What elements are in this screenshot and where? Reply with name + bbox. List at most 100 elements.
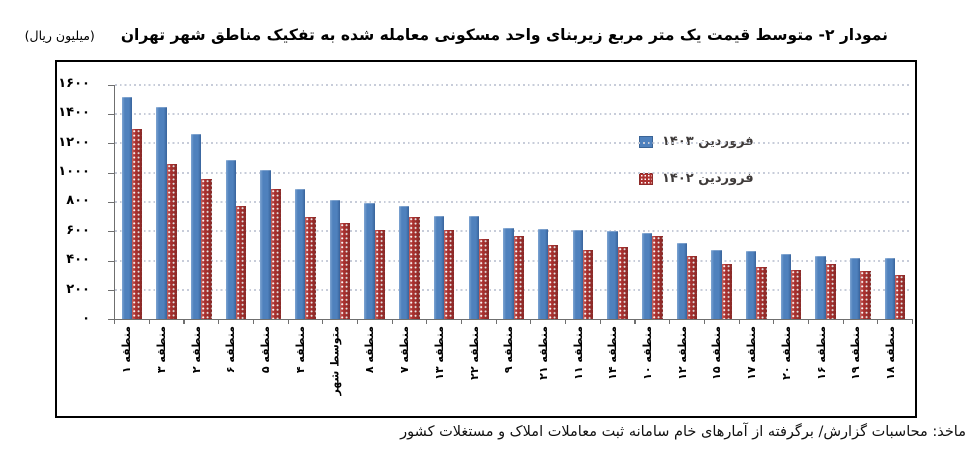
bar-1402 [617,246,628,320]
gridline [115,142,912,145]
gridline [115,83,912,86]
bar-1403 [364,203,375,320]
y-axis-tick-label: ۰ [82,310,90,326]
bar-1403 [156,106,167,320]
bar-1403 [121,97,132,320]
bar-1402 [825,263,837,320]
x-axis-tick [773,319,775,325]
x-axis-tick [461,319,463,325]
bar-1402 [201,179,212,320]
bar-1403 [572,229,583,320]
x-axis-tick [912,319,914,325]
gridline [115,171,912,174]
bar-1402 [860,270,871,320]
bar-1403 [676,243,687,320]
x-axis-label: متوسط شهر [328,326,342,396]
source-note: ماخذ: محاسبات گزارش/ برگرفته از آمارهای … [400,424,966,440]
x-axis-label: منطقه ۱۷ [745,326,758,381]
chart-unit-label: (میلیون ریال) [24,28,95,43]
y-axis-tick-label: ۶۰۰ [66,222,90,238]
x-axis-line [114,319,912,321]
x-axis-label: منطقه ۴ [294,326,307,374]
x-axis-label: منطقه ۶ [224,326,238,374]
bar-1402 [166,163,177,320]
x-axis-label: منطقه ۱۶ [814,326,828,381]
x-axis-tick [530,319,532,325]
x-axis-tick [391,319,393,325]
x-axis-label: منطقه ۱۹ [849,326,863,381]
x-axis-tick [842,319,844,325]
bar-1403 [329,200,341,320]
legend-label-1403: فروردین ۱۴۰۳ [662,134,754,149]
legend-item-1403: فروردین ۱۴۰۳ [639,134,754,149]
y-axis-tick [108,113,114,115]
bar-1403 [711,250,722,320]
y-axis-tick-label: ۴۰۰ [66,252,90,268]
x-axis-tick [356,319,359,325]
bar-1403 [295,189,306,320]
bar-1403 [225,160,236,320]
gridline [115,112,912,115]
x-axis-label: منطقه ۳ [155,326,169,374]
x-axis-label: منطقه ۱۲ [675,326,689,381]
y-axis-line [114,84,116,321]
x-axis-tick [738,319,740,325]
bar-1402 [444,229,455,320]
x-axis-label: منطقه ۵ [259,326,273,374]
bar-1403 [641,232,653,320]
bar-1402 [235,206,247,320]
x-axis-label: منطقه ۱۰ [640,326,654,381]
bar-1402 [305,216,316,320]
bar-1403 [503,228,514,320]
y-axis-tick-label: ۲۰۰ [66,281,90,297]
bar-1402 [756,266,767,320]
legend-swatch-1402 [639,172,653,185]
x-axis-label: منطقه ۱۸ [883,326,897,381]
x-axis-label: منطقه ۲۲ [467,326,481,381]
bar-1403 [260,170,271,320]
x-axis-tick [287,319,289,325]
bar-1403 [433,215,445,320]
x-axis-tick [599,319,601,325]
x-axis-label: منطقه ۲۱ [536,326,550,381]
bar-1403 [850,257,861,320]
bar-1402 [895,275,906,320]
chart-frame: فروردین ۱۴۰۳ فروردین ۱۴۰۲ ۰ ۲۰۰ ۴۰۰ ۶۰۰ ۸۰۰ ۱… [55,60,917,418]
bar-1402 [791,270,802,320]
x-axis-label: منطقه ۱۳ [432,326,446,381]
x-axis-label: منطقه ۱۴ [606,326,620,381]
chart-title: نمودار ۲- متوسط قیمت یک متر مربع زیربنای… [120,26,888,44]
gridline [115,200,912,203]
x-axis-label: منطقه ۱۵ [710,326,724,381]
plot-area: فروردین ۱۴۰۳ فروردین ۱۴۰۲ ۰ ۲۰۰ ۴۰۰ ۶۰۰ ۸۰۰ ۱… [57,62,915,416]
bar-1402 [270,188,281,320]
bar-1403 [399,205,410,320]
legend-item-1402: فروردین ۱۴۰۲ [639,171,754,186]
x-axis-label: منطقه ۲۰ [779,326,793,381]
x-axis-tick [252,319,254,325]
y-axis-tick [108,260,114,262]
y-axis-tick-label: ۱۶۰۰ [58,76,90,91]
legend: فروردین ۱۴۰۳ فروردین ۱۴۰۲ [639,134,754,186]
x-axis-tick [426,319,428,325]
x-axis-tick [634,319,636,325]
bar-1402 [131,128,143,320]
bar-1402 [721,263,732,320]
bar-1403 [607,231,618,320]
x-axis-tick [218,319,220,325]
bar-1403 [190,133,202,320]
x-axis-tick [807,319,810,325]
bar-1402 [548,245,559,320]
x-axis-tick [114,319,116,325]
x-axis-tick [703,319,705,325]
x-axis-tick [495,319,497,325]
y-axis-tick [108,143,114,145]
legend-swatch-1403 [639,135,653,148]
y-axis-tick [108,201,114,204]
y-axis-tick-label: ۸۰۰ [66,193,90,209]
x-axis-tick [322,319,324,325]
bar-1402 [513,235,524,320]
bar-1402 [686,256,698,320]
bar-1402 [478,238,490,320]
